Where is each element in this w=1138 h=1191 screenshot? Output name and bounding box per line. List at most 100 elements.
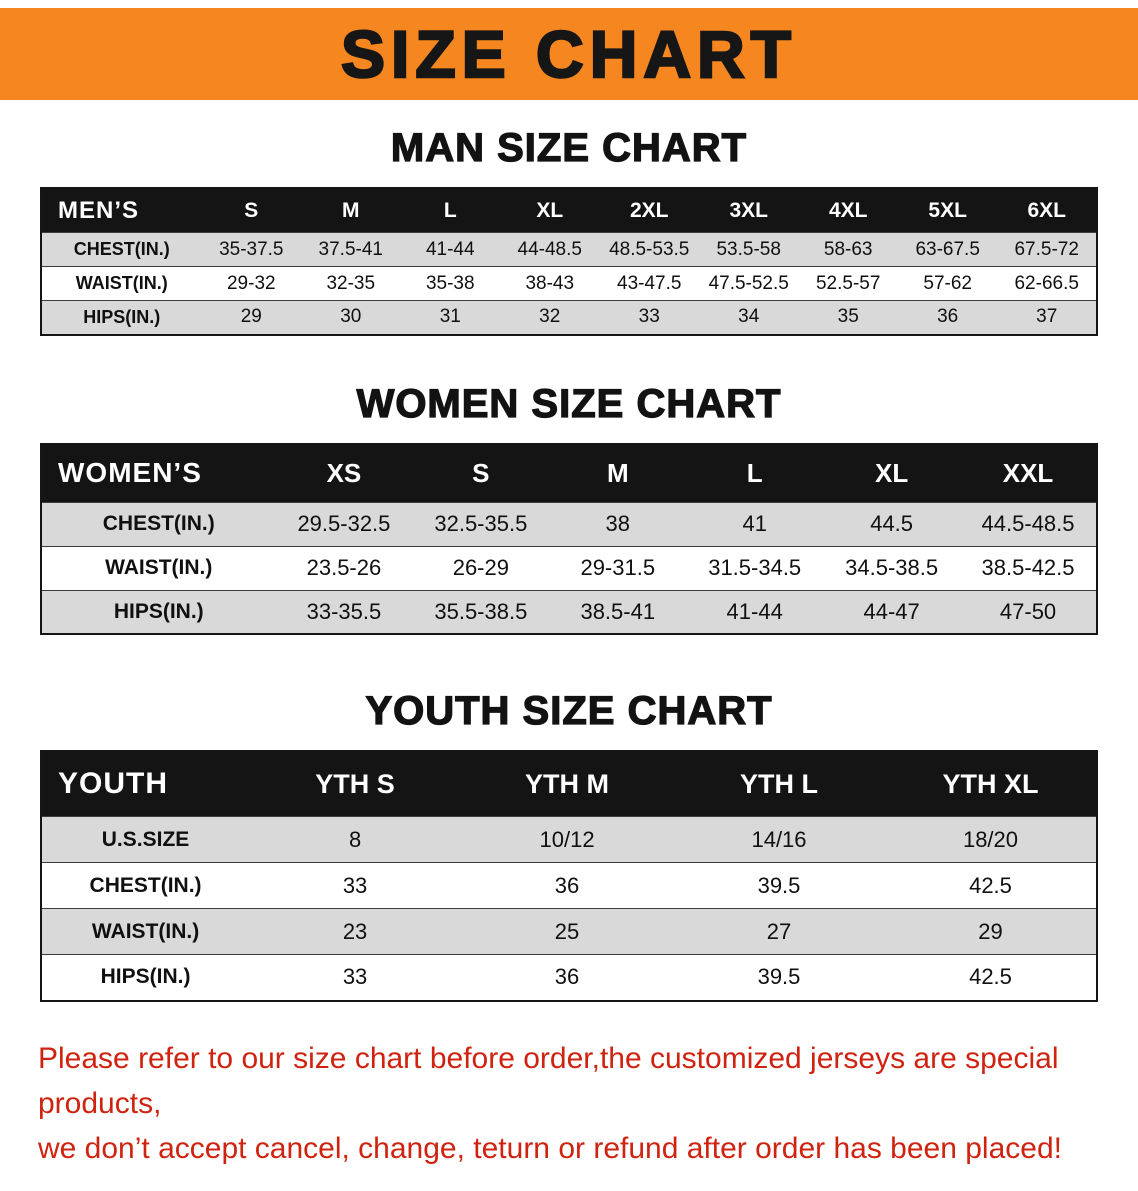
size-value-cell: 47-50 [999, 598, 1057, 624]
size-column-header: YTH S [249, 751, 462, 817]
man-size-heading: MAN SIZE CHART [390, 125, 748, 170]
size-value-cell: 67.5-72 [1014, 238, 1079, 260]
table-corner-label: MEN’S [41, 188, 202, 233]
men-size-table: MEN’S S M L XL 2XL 3XL 4XL 5XL 6XL CHEST(IN.) 35-37… [40, 187, 1098, 336]
size-value-cell: 14/16 [751, 826, 807, 852]
size-value-cell: 30 [340, 306, 362, 328]
size-column-header: XXL [960, 443, 1097, 502]
size-value-cell: 44-47 [863, 598, 920, 624]
table-row: CHEST(IN.) 33 36 39.5 42.5 [41, 862, 1097, 909]
size-value-cell: 36 [554, 964, 580, 990]
size-value-cell: 33 [638, 306, 660, 328]
size-value-cell: 53.5-58 [716, 238, 781, 260]
size-column-header: S [201, 188, 302, 233]
size-value-cell: 44-48.5 [517, 238, 582, 260]
youth-size-section: YOUTH SIZE CHART YOUTH YTH S YTH M YTH L YTH… [0, 688, 1138, 1002]
size-value-cell: 25 [554, 918, 580, 944]
table-row: CHEST(IN.) 29.5-32.5 32.5-35.5 38 41 44.5 44.5… [41, 502, 1097, 546]
size-column-header: 5XL [897, 188, 998, 233]
size-value-cell: 38.5-41 [580, 598, 656, 624]
size-column-header: L [686, 443, 824, 502]
measurement-label: CHEST(IN.) [73, 239, 170, 259]
banner-title: SIZE CHART [340, 16, 797, 93]
size-value-cell: 23.5-26 [306, 555, 382, 580]
size-column-header: 6XL [997, 188, 1097, 233]
size-value-cell: 44.5-48.5 [981, 511, 1075, 536]
size-value-cell: 43-47.5 [617, 272, 682, 294]
size-value-cell: 37.5-41 [318, 238, 383, 260]
size-value-cell: 38.5-42.5 [981, 555, 1075, 580]
size-value-cell: 41 [742, 511, 767, 536]
disclaimer-line: we don’t accept cancel, change, teturn o… [38, 1131, 1062, 1165]
size-value-cell: 41-44 [425, 238, 475, 260]
table-row: HIPS(IN.) 33-35.5 35.5-38.5 38.5-41 41-44 44-… [41, 590, 1097, 634]
size-value-cell: 35-38 [425, 272, 475, 294]
measurement-label: HIPS(IN.) [100, 965, 191, 989]
women-size-table: WOMEN’S XS S M L XL XXL CHEST(IN.) 29.5-32.5 32.5… [40, 442, 1098, 635]
size-column-header: XL [500, 188, 600, 233]
size-value-cell: 33 [342, 964, 368, 990]
table-row: WAIST(IN.) 23.5-26 26-29 29-31.5 31.5-34.5 34… [41, 546, 1097, 590]
size-value-cell: 47.5-52.5 [708, 272, 789, 294]
size-value-cell: 29 [978, 918, 1003, 944]
size-value-cell: 23 [342, 918, 368, 944]
table-corner-label: WOMEN’S [41, 443, 276, 502]
size-value-cell: 42.5 [969, 872, 1012, 898]
youth-size-table: YOUTH YTH S YTH M YTH L YTH XL U.S.SIZE 8 10/12… [40, 750, 1098, 1002]
size-column-header: XS [275, 443, 413, 502]
measurement-label: HIPS(IN.) [83, 306, 161, 327]
size-column-header: M [549, 443, 687, 502]
size-column-header: L [400, 188, 500, 233]
table-corner-label: YOUTH [41, 751, 250, 817]
table-row: WAIST(IN.) 23 25 27 29 [41, 908, 1097, 955]
size-value-cell: 29 [240, 306, 262, 328]
size-value-cell: 42.5 [969, 964, 1012, 990]
women-size-heading: WOMEN SIZE CHART [356, 381, 782, 426]
size-value-cell: 58-63 [823, 238, 873, 260]
size-value-cell: 62-66.5 [1014, 272, 1079, 294]
size-value-cell: 44.5 [870, 511, 914, 536]
size-value-cell: 36 [554, 872, 580, 898]
size-value-cell: 35 [837, 306, 859, 328]
size-value-cell: 36 [937, 306, 959, 328]
size-column-header: 4XL [798, 188, 898, 233]
size-column-header: M [301, 188, 401, 233]
measurement-label: U.S.SIZE [101, 827, 190, 851]
size-value-cell: 34 [738, 306, 760, 328]
size-value-cell: 52.5-57 [815, 272, 881, 294]
measurement-label: WAIST(IN.) [105, 556, 213, 579]
table-row: HIPS(IN.) 33 36 39.5 42.5 [41, 954, 1097, 1001]
size-value-cell: 26-29 [452, 555, 509, 580]
size-value-cell: 32.5-35.5 [434, 511, 528, 536]
size-value-cell: 35-37.5 [219, 238, 284, 260]
size-column-header: S [412, 443, 550, 502]
size-value-cell: 39.5 [757, 964, 801, 990]
size-value-cell: 34.5-38.5 [845, 555, 939, 580]
size-column-header: YTH L [673, 751, 885, 817]
disclaimer-line: Please refer to our size chart before or… [38, 1041, 1059, 1120]
size-value-cell: 39.5 [757, 872, 801, 898]
table-row: U.S.SIZE 8 10/12 14/16 18/20 [41, 816, 1097, 863]
size-value-cell: 18/20 [962, 826, 1019, 852]
size-value-cell: 32-35 [326, 272, 376, 294]
youth-size-heading: YOUTH SIZE CHART [365, 688, 773, 733]
size-value-cell: 27 [766, 918, 792, 944]
measurement-label: CHEST(IN.) [89, 873, 202, 897]
size-value-cell: 29.5-32.5 [297, 511, 391, 536]
size-value-cell: 33 [342, 872, 368, 898]
size-value-cell: 38-43 [525, 272, 575, 294]
size-chart-banner: SIZE CHART [0, 8, 1138, 100]
size-value-cell: 48.5-53.5 [609, 238, 690, 260]
size-value-cell: 37 [1036, 306, 1058, 328]
size-value-cell: 33-35.5 [306, 598, 382, 624]
size-column-header: 2XL [599, 188, 699, 233]
size-column-header: YTH XL [884, 751, 1097, 817]
size-value-cell: 38 [605, 511, 631, 536]
size-column-header: YTH M [461, 751, 674, 817]
size-value-cell: 32 [539, 306, 561, 328]
size-value-cell: 41-44 [726, 598, 783, 624]
size-value-cell: 57-62 [923, 272, 972, 294]
size-value-cell: 29-32 [226, 272, 276, 294]
size-value-cell: 63-67.5 [915, 238, 980, 260]
